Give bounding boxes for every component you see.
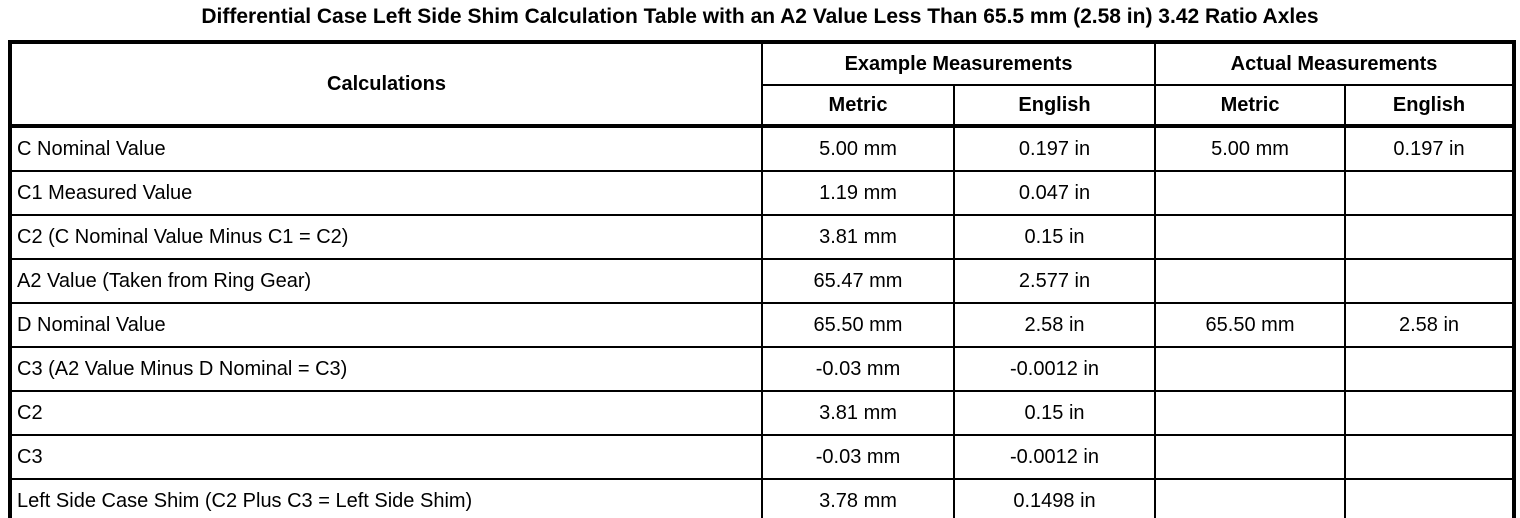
header-unit-row: Metric English Metric English bbox=[10, 84, 1516, 128]
example-metric-cell: -0.03 mm bbox=[761, 346, 955, 392]
header-actual-english: English bbox=[1344, 84, 1516, 128]
table-row: A2 Value (Taken from Ring Gear) 65.47 mm… bbox=[9, 258, 1516, 304]
example-metric-cell: 1.19 mm bbox=[761, 170, 955, 216]
example-english-cell: 0.047 in bbox=[952, 170, 1157, 216]
calculation-cell: Left Side Case Shim (C2 Plus C3 = Left S… bbox=[9, 478, 763, 518]
table-row: C2 3.81 mm 0.15 in bbox=[9, 390, 1516, 436]
actual-english-cell bbox=[1344, 346, 1516, 392]
example-english-cell: 0.197 in bbox=[952, 125, 1157, 172]
example-metric-cell: 3.81 mm bbox=[761, 214, 955, 260]
actual-metric-cell bbox=[1154, 478, 1347, 518]
actual-english-cell: 0.197 in bbox=[1344, 125, 1516, 172]
actual-english-cell bbox=[1344, 258, 1516, 304]
table-row: C2 (C Nominal Value Minus C1 = C2) 3.81 … bbox=[9, 214, 1516, 260]
table-row: C3 (A2 Value Minus D Nominal = C3) -0.03… bbox=[9, 346, 1516, 392]
actual-metric-cell bbox=[1154, 170, 1347, 216]
example-english-cell: 2.577 in bbox=[952, 258, 1157, 304]
table-row: C3 -0.03 mm -0.0012 in bbox=[9, 434, 1516, 480]
actual-metric-cell: 65.50 mm bbox=[1154, 302, 1347, 348]
header-group-row: Calculations Example Measurements Actual… bbox=[9, 41, 1516, 128]
header-actual-measurements: Actual Measurements bbox=[1154, 41, 1516, 86]
table-row: D Nominal Value 65.50 mm 2.58 in 65.50 m… bbox=[9, 302, 1516, 348]
example-english-cell: 0.15 in bbox=[952, 390, 1157, 436]
example-metric-cell: 65.50 mm bbox=[761, 302, 955, 348]
header-actual-metric: Metric bbox=[1154, 84, 1347, 128]
example-english-cell: -0.0012 in bbox=[952, 434, 1157, 480]
actual-metric-cell bbox=[1154, 346, 1347, 392]
actual-english-cell bbox=[1344, 478, 1516, 518]
page-title: Differential Case Left Side Shim Calcula… bbox=[201, 5, 1319, 28]
actual-english-cell bbox=[1344, 390, 1516, 436]
example-english-cell: 2.58 in bbox=[952, 302, 1157, 348]
actual-metric-cell bbox=[1154, 434, 1347, 480]
table-row: C1 Measured Value 1.19 mm 0.047 in bbox=[9, 170, 1516, 216]
calculation-cell: C2 bbox=[9, 390, 763, 436]
header-example-metric: Metric bbox=[761, 84, 955, 128]
example-metric-cell: 65.47 mm bbox=[761, 258, 955, 304]
actual-english-cell bbox=[1344, 214, 1516, 260]
example-metric-cell: 5.00 mm bbox=[761, 125, 955, 172]
example-english-cell: -0.0012 in bbox=[952, 346, 1157, 392]
example-metric-cell: -0.03 mm bbox=[761, 434, 955, 480]
example-metric-cell: 3.78 mm bbox=[761, 478, 955, 518]
calculation-cell: C1 Measured Value bbox=[9, 170, 763, 216]
actual-english-cell bbox=[1344, 434, 1516, 480]
example-english-cell: 0.1498 in bbox=[952, 478, 1157, 518]
actual-metric-cell bbox=[1154, 258, 1347, 304]
calculation-cell: C3 (A2 Value Minus D Nominal = C3) bbox=[9, 346, 763, 392]
table-row: Left Side Case Shim (C2 Plus C3 = Left S… bbox=[9, 478, 1516, 518]
header-example-measurements: Example Measurements bbox=[760, 41, 1157, 86]
calculation-cell: A2 Value (Taken from Ring Gear) bbox=[9, 258, 763, 304]
header-example-english: English bbox=[952, 84, 1157, 128]
actual-metric-cell bbox=[1154, 390, 1347, 436]
shim-calculation-table: Calculations Example Measurements Actual… bbox=[8, 40, 1517, 518]
example-metric-cell: 3.81 mm bbox=[761, 390, 955, 436]
calculation-cell: C3 bbox=[9, 434, 763, 480]
header-calculations: Calculations bbox=[9, 41, 763, 128]
actual-english-cell bbox=[1344, 170, 1516, 216]
calculation-cell: D Nominal Value bbox=[9, 302, 763, 348]
actual-metric-cell: 5.00 mm bbox=[1154, 125, 1347, 172]
example-english-cell: 0.15 in bbox=[952, 214, 1157, 260]
calculation-cell: C Nominal Value bbox=[9, 125, 763, 172]
actual-metric-cell bbox=[1154, 214, 1347, 260]
calculation-cell: C2 (C Nominal Value Minus C1 = C2) bbox=[9, 214, 763, 260]
actual-english-cell: 2.58 in bbox=[1344, 302, 1516, 348]
table-row: C Nominal Value 5.00 mm 0.197 in 5.00 mm… bbox=[9, 125, 1516, 172]
